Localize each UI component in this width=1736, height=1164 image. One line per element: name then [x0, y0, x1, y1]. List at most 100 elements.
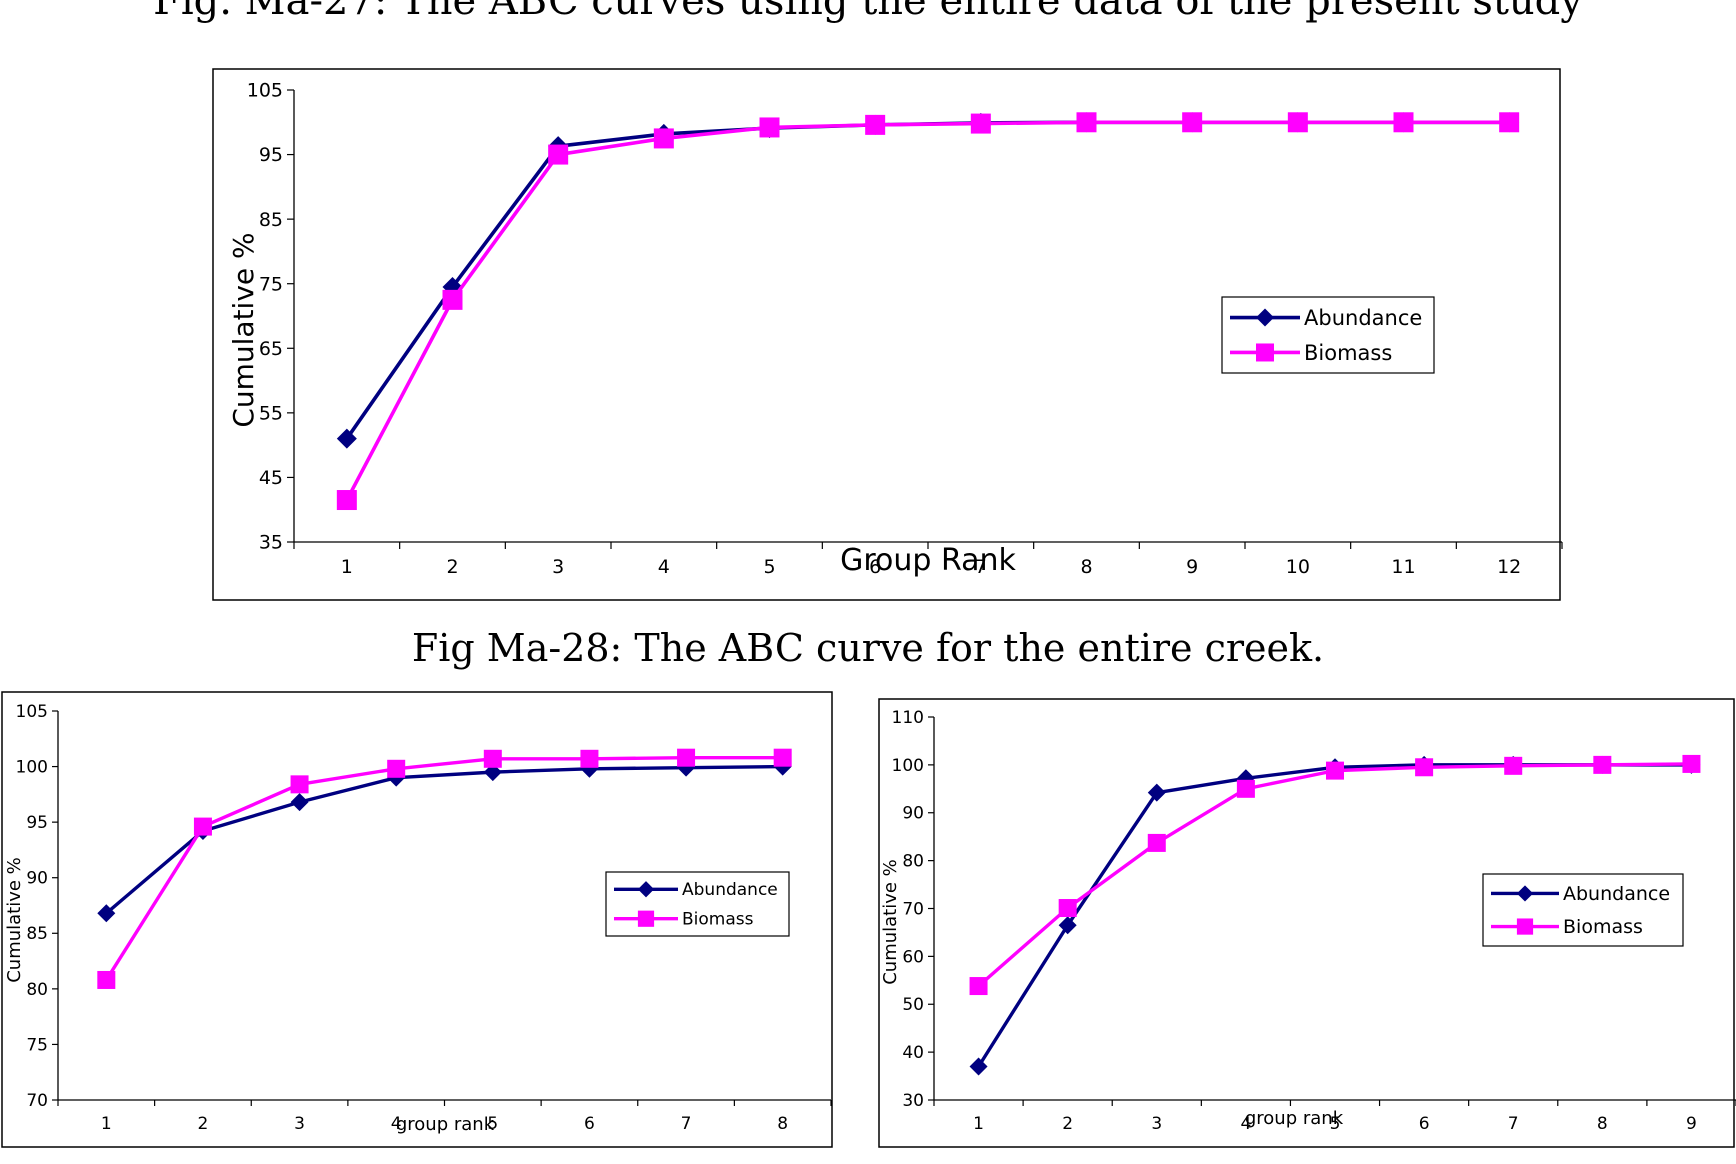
legend: Abundance Biomass	[1482, 873, 1684, 947]
y-tick-label: 70	[902, 899, 924, 919]
x-tick-label: 4	[658, 556, 670, 578]
y-tick-label: 60	[902, 947, 924, 967]
x-tick-label: 9	[1686, 1114, 1697, 1134]
x-tick-label: 1	[973, 1114, 984, 1134]
x-tick-label: 7	[1508, 1114, 1519, 1134]
legend-box	[1482, 873, 1684, 947]
y-tick-label: 50	[902, 995, 924, 1015]
y-tick-label: 85	[259, 209, 283, 231]
x-tick-label: 11	[1391, 556, 1415, 578]
biomass-point	[580, 749, 599, 768]
legend: Abundance Biomass	[605, 871, 790, 937]
y-tick-label: 75	[26, 1035, 48, 1055]
biomass-point	[759, 117, 780, 138]
biomass-point	[1182, 112, 1203, 133]
legend-label: Abundance	[1304, 306, 1422, 330]
biomass-point	[1499, 112, 1520, 133]
x-tick-label: 8	[777, 1114, 788, 1134]
x-tick-label: 1	[101, 1114, 112, 1134]
biomass-point	[548, 144, 569, 165]
biomass-point	[193, 817, 212, 836]
y-axis-label: Cumulative %	[227, 232, 260, 427]
x-tick-label: 4	[1240, 1114, 1251, 1134]
x-tick-label: 8	[1080, 556, 1092, 578]
biomass-point	[970, 113, 991, 134]
legend-label: Biomass	[682, 910, 754, 930]
x-axis-label: group rank	[1245, 1108, 1344, 1129]
biomass-point	[1415, 758, 1434, 777]
biomass-point	[336, 490, 357, 511]
x-tick-label: 6	[1419, 1114, 1430, 1134]
abundance-point	[969, 1057, 988, 1076]
biomass-point	[1058, 899, 1077, 918]
biomass-point	[1504, 756, 1523, 775]
chart-2: 70 75 80 85 90 95 100 105 1 2 3 4 5 6 7 8 group rank Cumu…	[1, 691, 833, 1148]
x-axis-label: group rank	[396, 1114, 495, 1135]
y-tick-label: 55	[259, 403, 283, 425]
y-tick-label: 75	[259, 273, 283, 295]
biomass-point	[290, 775, 309, 794]
x-tick-label: 5	[763, 556, 775, 578]
y-tick-label: 100	[892, 756, 924, 776]
x-tick-label: 7	[975, 556, 987, 578]
x-axis-label: Group Rank	[840, 543, 1016, 578]
abundance-point	[336, 428, 357, 449]
biomass-point	[969, 977, 988, 996]
x-tick-label: 2	[446, 556, 458, 578]
biomass-point	[1076, 112, 1097, 133]
legend: Abundance Biomass	[1221, 296, 1435, 374]
legend-box	[605, 871, 790, 937]
abundance-point	[1058, 916, 1077, 935]
y-tick-label: 45	[259, 467, 283, 489]
y-tick-label: 65	[259, 338, 283, 360]
x-tick-label: 3	[1151, 1114, 1162, 1134]
biomass-point	[1393, 112, 1414, 133]
legend-swatch-marker	[1256, 343, 1274, 362]
x-tick-label: 8	[1597, 1114, 1608, 1134]
y-tick-label: 90	[902, 804, 924, 824]
y-tick-label: 100	[16, 758, 48, 778]
legend-label: Biomass	[1563, 916, 1643, 938]
legend-swatch-marker	[1516, 918, 1534, 935]
y-tick-label: 80	[26, 980, 48, 1000]
biomass-point	[773, 748, 792, 767]
biomass-point	[1682, 754, 1701, 773]
y-tick-label: 90	[26, 869, 48, 889]
x-tick-label: 7	[681, 1114, 692, 1134]
x-tick-label: 10	[1286, 556, 1310, 578]
y-tick-label: 40	[902, 1043, 924, 1063]
biomass-point	[677, 748, 696, 767]
figure-caption-middle: Fig Ma-28: The ABC curve for the entire …	[411, 626, 1325, 670]
legend-label: Abundance	[682, 880, 778, 900]
x-tick-label: 2	[198, 1114, 209, 1134]
legend-swatch-marker	[637, 910, 655, 927]
x-tick-label: 5	[487, 1114, 498, 1134]
x-tick-label: 1	[341, 556, 353, 578]
x-tick-label: 12	[1497, 556, 1521, 578]
biomass-series-line	[345, 120, 1510, 501]
legend-label: Biomass	[1304, 341, 1392, 365]
biomass-point	[1147, 833, 1166, 852]
x-tick-label: 4	[391, 1114, 402, 1134]
x-tick-label: 6	[869, 556, 881, 578]
biomass-point	[387, 759, 406, 778]
biomass-point	[653, 128, 674, 149]
abundance-point	[1147, 783, 1166, 802]
x-tick-label: 3	[552, 556, 564, 578]
abundance-point	[97, 904, 116, 923]
biomass-series-line	[104, 755, 783, 981]
figure-caption-top: Fig. Ma-27: The ABC curves using the ent…	[153, 0, 1583, 24]
biomass-point	[865, 114, 886, 135]
biomass-point	[97, 970, 116, 989]
x-tick-label: 3	[294, 1114, 305, 1134]
y-tick-label: 105	[247, 80, 283, 102]
y-axis-label: Cumulative %	[4, 857, 25, 983]
x-tick-label: 2	[1062, 1114, 1073, 1134]
biomass-point	[442, 289, 463, 310]
legend-swatch-marker	[1516, 885, 1534, 902]
y-tick-label: 110	[892, 708, 924, 728]
x-tick-label: 6	[584, 1114, 595, 1134]
biomass-point	[1236, 779, 1255, 798]
